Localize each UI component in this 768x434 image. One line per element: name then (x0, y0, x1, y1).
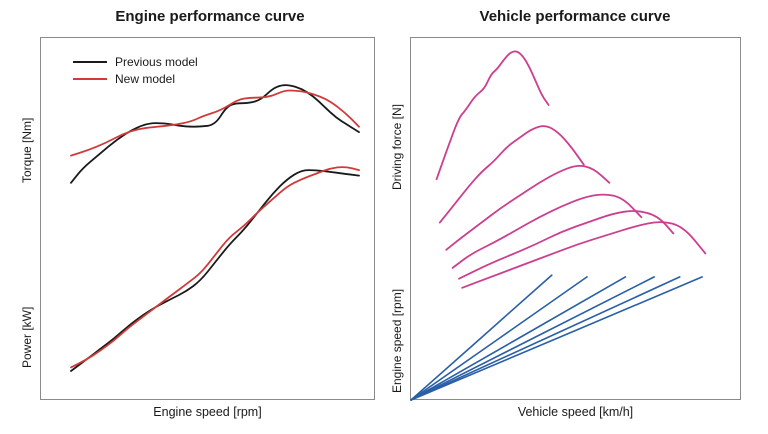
power-new-model-line-3 (70, 166, 360, 369)
torque-axis-label: Torque [Nm] (20, 117, 34, 183)
engine-chart-title: Engine performance curve (115, 8, 305, 25)
engine-chart-plot-area: Previous model New model (40, 37, 375, 400)
vehicle-speed-x-axis-label: Vehicle speed [km/h] (517, 405, 634, 419)
speed-speed-gear-5-line-10 (410, 276, 681, 401)
torque-previous-model-line-0 (70, 84, 360, 184)
torque-new-model-line-1 (70, 89, 360, 157)
legend-label-new-model: New model (115, 71, 176, 86)
legend-entry-new-model: New model (73, 70, 198, 87)
driving-force-axis-label: Driving force [N] (390, 103, 404, 190)
vehicle-chart-title: Vehicle performance curve (479, 8, 671, 25)
force-force-gear-2-line-1 (438, 125, 585, 224)
legend-label-previous-model: Previous model (115, 54, 198, 69)
speed-speed-gear-2-line-7 (410, 276, 588, 401)
speed-speed-gear-6-line-11 (410, 276, 703, 401)
legend-swatch-new-model (73, 77, 107, 80)
vehicle-chart-svg (410, 50, 707, 401)
force-force-gear-6-line-5 (461, 221, 707, 289)
engine-speed-x-axis-label: Engine speed [rpm] (153, 405, 262, 419)
engine-chart-svg (70, 84, 360, 372)
legend-swatch-previous-model (73, 60, 107, 63)
engine-chart-legend: Previous model New model (73, 53, 198, 87)
power-previous-model-line-2 (70, 169, 360, 372)
speed-speed-gear-3-line-8 (410, 276, 627, 401)
engine-speed-axis-label: Engine speed [rpm] (390, 288, 404, 393)
force-force-gear-3-line-2 (445, 165, 611, 251)
force-force-gear-5-line-4 (458, 210, 675, 280)
vehicle-chart-plot-area (410, 37, 741, 401)
force-force-gear-4-line-3 (451, 193, 643, 269)
power-axis-label: Power [kW] (20, 306, 34, 368)
speed-speed-gear-1-line-6 (410, 274, 553, 401)
force-force-gear-1-line-0 (435, 50, 550, 181)
speed-speed-gear-4-line-9 (410, 276, 655, 401)
legend-entry-previous-model: Previous model (73, 53, 198, 70)
